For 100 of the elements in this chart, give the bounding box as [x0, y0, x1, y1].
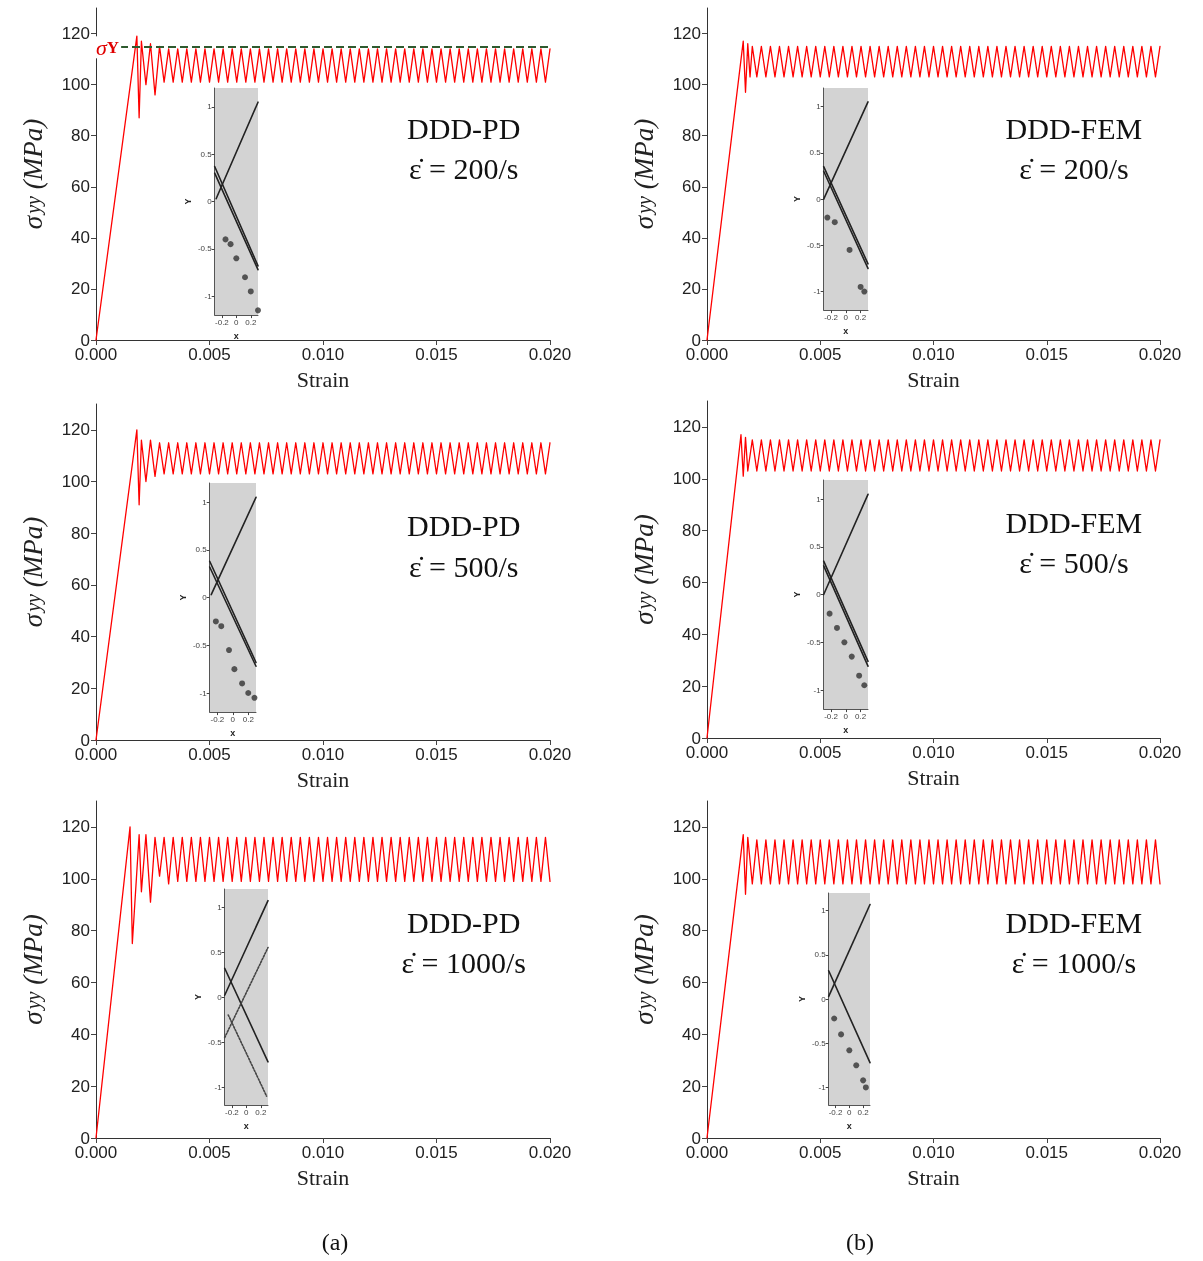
x-tick-label: -0.2: [210, 714, 225, 724]
annotation: DDD-FEM: [1005, 905, 1143, 939]
y-axis-title: σyy (MPa): [628, 514, 659, 625]
annotation: ε̇ = 1000/s: [1011, 946, 1137, 980]
x-tick-label: 0.000: [685, 1143, 729, 1162]
x-tick-label: 0.005: [188, 745, 231, 764]
y-tick-label: 0.5: [200, 149, 213, 159]
x-axis-title: Strain: [907, 1164, 960, 1190]
y-tick-label: -0.5: [207, 1037, 223, 1047]
y-tick-label: 40: [682, 1024, 701, 1044]
x-axis-title: x: [843, 724, 849, 735]
x-tick-label: -0.2: [215, 317, 230, 327]
x-tick-label: 0.2: [857, 1107, 870, 1117]
x-tick-label: 0.020: [528, 745, 572, 764]
y-tick-label: 0.5: [814, 950, 827, 960]
x-tick-label: 0: [843, 312, 849, 322]
x-tick-label: 0.020: [1138, 743, 1182, 762]
x-tick-label: 0: [244, 1107, 250, 1117]
y-axis-title: σyy (MPa): [17, 118, 48, 230]
annotation: ε̇ = 1000/s: [401, 946, 527, 980]
y-tick-label: 80: [71, 921, 90, 941]
y-tick-label: 80: [682, 126, 701, 146]
y-tick-label: 40: [71, 228, 90, 248]
y-tick-label: 80: [682, 921, 701, 941]
annotation: DDD-PD: [407, 905, 521, 939]
y-tick-label: 60: [682, 177, 701, 197]
x-axis-title: x: [243, 1120, 249, 1131]
y-tick-label: 120: [672, 417, 701, 437]
x-tick-label: 0.015: [1025, 1143, 1069, 1162]
x-tick-label: 0.015: [1025, 743, 1069, 762]
x-tick-label: 0: [847, 1107, 853, 1117]
y-axis-title: Y: [792, 591, 803, 598]
y-tick-label: 0: [217, 992, 223, 1002]
y-axis-title: σyy (MPa): [17, 516, 48, 628]
x-tick-label: 0.2: [255, 1107, 267, 1117]
x-tick-label: 0: [230, 714, 236, 724]
y-tick-label: 0.5: [210, 947, 223, 957]
x-tick-label: -0.2: [225, 1107, 240, 1117]
y-tick-label: 20: [71, 279, 90, 299]
y-tick-label: -0.5: [192, 640, 208, 650]
ref-line-label: σY: [96, 34, 120, 60]
y-tick-label: 0: [207, 197, 213, 207]
x-tick-label: 0.010: [912, 345, 955, 364]
x-tick-label: 0.005: [798, 743, 842, 762]
y-tick-label: 20: [682, 1076, 701, 1096]
annotation: DDD-FEM: [1005, 112, 1143, 146]
annotation: ε̇ = 200/s: [408, 152, 519, 186]
y-tick-label: 20: [71, 1076, 90, 1096]
y-tick-label: 1: [217, 902, 223, 912]
x-tick-label: 0.015: [415, 345, 458, 364]
y-tick-label: -0.5: [811, 1038, 827, 1048]
y-tick-label: -0.5: [197, 244, 213, 254]
y-tick-label: 20: [682, 676, 701, 696]
y-tick-label: 20: [71, 678, 90, 698]
y-tick-label: 100: [672, 469, 701, 489]
y-tick-label: 0: [816, 194, 822, 204]
y-tick-label: 100: [61, 75, 90, 95]
y-tick-label: 0.5: [195, 545, 208, 555]
annotation: ε̇ = 200/s: [1019, 152, 1129, 186]
y-tick-label: 100: [672, 869, 701, 889]
x-axis-title: Strain: [907, 764, 960, 790]
y-tick-label: 100: [61, 869, 90, 889]
y-tick-label: 0.5: [809, 148, 822, 158]
x-tick-label: -0.2: [828, 1107, 844, 1117]
y-tick-label: 120: [61, 24, 90, 44]
x-tick-label: 0.015: [1025, 345, 1069, 364]
x-tick-label: 0.005: [798, 1143, 842, 1162]
x-tick-label: 0.2: [245, 317, 257, 327]
y-tick-label: 60: [682, 572, 701, 592]
annotation: ε̇ = 500/s: [1019, 546, 1129, 580]
x-tick-label: 0.005: [798, 345, 842, 364]
x-tick-label: 0.020: [528, 345, 572, 364]
y-tick-label: 40: [682, 228, 701, 248]
x-tick-label: -0.2: [824, 312, 839, 322]
y-tick-label: 120: [61, 817, 90, 837]
y-axis-title: σyy (MPa): [628, 914, 659, 1025]
y-tick-label: 60: [71, 972, 90, 992]
y-tick-label: 100: [61, 472, 90, 492]
x-tick-label: 0.020: [1138, 1143, 1182, 1162]
x-tick-label: 0.005: [188, 1143, 231, 1162]
y-tick-label: -1: [214, 1082, 223, 1092]
x-tick-label: 0.020: [528, 1143, 572, 1162]
y-axis-title: Y: [792, 196, 803, 203]
y-axis-title: Y: [183, 198, 194, 205]
y-axis-title: σyy (MPa): [17, 914, 48, 1025]
annotation: DDD-PD: [407, 112, 521, 146]
x-tick-label: 0.010: [912, 743, 955, 762]
x-tick-label: 0.005: [188, 345, 231, 364]
y-tick-label: 1: [816, 494, 822, 504]
y-tick-label: 0: [821, 994, 827, 1004]
x-tick-label: 0: [843, 711, 849, 721]
x-tick-label: 0.000: [685, 743, 729, 762]
x-tick-label: -0.2: [824, 711, 839, 721]
y-tick-label: 20: [682, 279, 701, 299]
text: (b): [846, 1229, 874, 1255]
x-tick-label: 0.2: [855, 312, 867, 322]
y-tick-label: 120: [61, 420, 90, 440]
x-tick-label: 0.000: [74, 345, 118, 364]
y-tick-label: 40: [71, 1024, 90, 1044]
y-tick-label: 60: [71, 575, 90, 595]
